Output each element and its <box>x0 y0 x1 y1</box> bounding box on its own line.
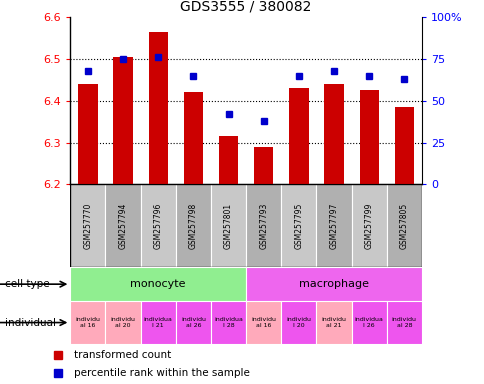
Bar <box>105 301 140 344</box>
Bar <box>105 184 140 267</box>
Text: individual: individual <box>5 318 56 328</box>
Bar <box>386 301 421 344</box>
Text: individu
al 28: individu al 28 <box>391 317 416 328</box>
Text: GSM257798: GSM257798 <box>188 202 197 249</box>
Text: GSM257770: GSM257770 <box>83 202 92 249</box>
Text: individu
l 20: individu l 20 <box>286 317 311 328</box>
Bar <box>78 84 97 184</box>
Text: individu
al 21: individu al 21 <box>321 317 346 328</box>
Text: GSM257794: GSM257794 <box>118 202 127 249</box>
Bar <box>211 184 245 267</box>
Text: GSM257796: GSM257796 <box>153 202 163 249</box>
Bar <box>175 184 211 267</box>
Bar <box>386 184 421 267</box>
Bar <box>245 301 281 344</box>
Bar <box>70 184 105 267</box>
Text: individua
l 26: individua l 26 <box>354 317 383 328</box>
Bar <box>211 301 245 344</box>
Text: macrophage: macrophage <box>299 279 368 289</box>
Bar <box>351 301 386 344</box>
Text: GSM257795: GSM257795 <box>294 202 303 249</box>
Text: GSM257793: GSM257793 <box>258 202 268 249</box>
Text: individua
l 21: individua l 21 <box>143 317 172 328</box>
Bar <box>288 88 308 184</box>
Bar <box>113 57 133 184</box>
Bar <box>175 301 211 344</box>
Bar <box>316 301 351 344</box>
Title: GDS3555 / 380082: GDS3555 / 380082 <box>180 0 311 13</box>
Bar <box>70 301 105 344</box>
Bar <box>245 184 281 267</box>
Text: individu
al 16: individu al 16 <box>75 317 100 328</box>
Text: GSM257797: GSM257797 <box>329 202 338 249</box>
Bar <box>351 184 386 267</box>
Text: monocyte: monocyte <box>130 279 185 289</box>
Bar <box>281 184 316 267</box>
Text: individu
al 16: individu al 16 <box>251 317 276 328</box>
Bar <box>218 136 238 184</box>
Bar <box>183 93 203 184</box>
Bar <box>140 184 175 267</box>
Text: GSM257799: GSM257799 <box>364 202 373 249</box>
Bar <box>70 267 245 301</box>
Bar <box>254 147 273 184</box>
Bar <box>359 90 378 184</box>
Text: GSM257801: GSM257801 <box>224 202 233 249</box>
Text: individu
al 20: individu al 20 <box>110 317 136 328</box>
Bar <box>245 267 421 301</box>
Bar <box>394 107 413 184</box>
Text: GSM257805: GSM257805 <box>399 202 408 249</box>
Bar <box>324 84 343 184</box>
Text: cell type: cell type <box>5 279 49 289</box>
Bar <box>140 301 175 344</box>
Text: transformed count: transformed count <box>74 350 171 360</box>
Text: individua
l 28: individua l 28 <box>213 317 242 328</box>
Bar <box>281 301 316 344</box>
Bar <box>148 32 167 184</box>
Bar <box>316 184 351 267</box>
Text: percentile rank within the sample: percentile rank within the sample <box>74 368 249 378</box>
Text: individu
al 26: individu al 26 <box>181 317 206 328</box>
